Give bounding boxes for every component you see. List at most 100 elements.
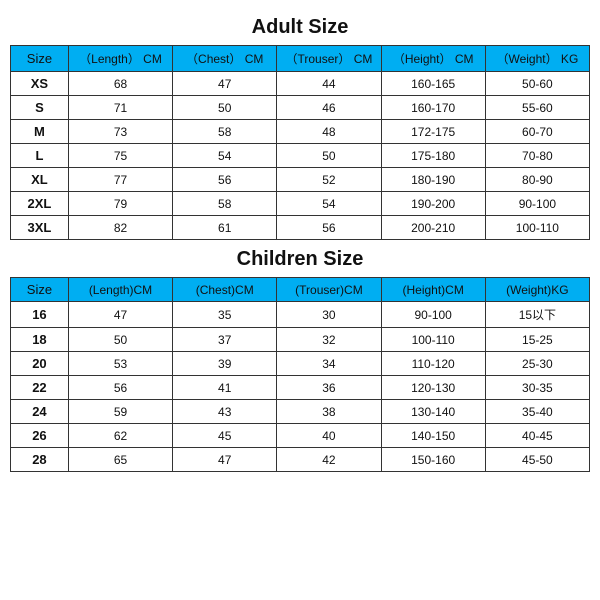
children-size-cell: 18 — [11, 328, 69, 352]
adult-col-height: （Height） CM — [381, 46, 485, 72]
adult-size-cell: XL — [11, 168, 69, 192]
children-size-cell: 22 — [11, 376, 69, 400]
adult-height-cell: 160-165 — [381, 72, 485, 96]
children-col-weight: (Weight)KG — [485, 278, 589, 302]
size-chart-page: Adult Size Size （Length） CM （Chest） CM （… — [0, 0, 600, 600]
table-row: XS 68 47 44 160-165 50-60 — [11, 72, 590, 96]
children-size-cell: 26 — [11, 424, 69, 448]
adult-height-cell: 190-200 — [381, 192, 485, 216]
children-trouser-cell: 40 — [277, 424, 381, 448]
children-col-height: (Height)CM — [381, 278, 485, 302]
table-row: 20 53 39 34 110-120 25-30 — [11, 352, 590, 376]
table-row: 24 59 43 38 130-140 35-40 — [11, 400, 590, 424]
adult-weight-cell: 100-110 — [485, 216, 589, 240]
adult-height-cell: 200-210 — [381, 216, 485, 240]
adult-chest-cell: 54 — [173, 144, 277, 168]
table-row: 26 62 45 40 140-150 40-45 — [11, 424, 590, 448]
table-row: 3XL 82 61 56 200-210 100-110 — [11, 216, 590, 240]
adult-chest-cell: 47 — [173, 72, 277, 96]
adult-length-cell: 77 — [68, 168, 172, 192]
children-trouser-cell: 42 — [277, 448, 381, 472]
adult-col-weight: （Weight） KG — [485, 46, 589, 72]
children-chest-cell: 39 — [173, 352, 277, 376]
children-chest-cell: 45 — [173, 424, 277, 448]
children-weight-cell: 15-25 — [485, 328, 589, 352]
children-col-chest: (Chest)CM — [173, 278, 277, 302]
adult-trouser-cell: 48 — [277, 120, 381, 144]
table-row: 16 47 35 30 90-100 15以下 — [11, 302, 590, 328]
children-chest-cell: 37 — [173, 328, 277, 352]
children-weight-cell: 25-30 — [485, 352, 589, 376]
adult-size-cell: 2XL — [11, 192, 69, 216]
adult-chest-cell: 50 — [173, 96, 277, 120]
adult-weight-cell: 80-90 — [485, 168, 589, 192]
adult-chest-cell: 58 — [173, 192, 277, 216]
adult-length-cell: 68 — [68, 72, 172, 96]
children-trouser-cell: 36 — [277, 376, 381, 400]
adult-size-cell: 3XL — [11, 216, 69, 240]
children-length-cell: 62 — [68, 424, 172, 448]
adult-weight-cell: 55-60 — [485, 96, 589, 120]
table-row: 28 65 47 42 150-160 45-50 — [11, 448, 590, 472]
children-length-cell: 53 — [68, 352, 172, 376]
children-length-cell: 65 — [68, 448, 172, 472]
children-size-cell: 24 — [11, 400, 69, 424]
adult-weight-cell: 60-70 — [485, 120, 589, 144]
table-row: M 73 58 48 172-175 60-70 — [11, 120, 590, 144]
adult-height-cell: 172-175 — [381, 120, 485, 144]
children-col-size: Size — [11, 278, 69, 302]
adult-length-cell: 71 — [68, 96, 172, 120]
adult-trouser-cell: 52 — [277, 168, 381, 192]
children-height-cell: 150-160 — [381, 448, 485, 472]
adult-trouser-cell: 54 — [277, 192, 381, 216]
children-chest-cell: 43 — [173, 400, 277, 424]
adult-col-chest: （Chest） CM — [173, 46, 277, 72]
children-size-table: Size (Length)CM (Chest)CM (Trouser)CM (H… — [10, 277, 590, 472]
adult-length-cell: 82 — [68, 216, 172, 240]
adult-length-cell: 75 — [68, 144, 172, 168]
adult-size-cell: M — [11, 120, 69, 144]
children-chest-cell: 35 — [173, 302, 277, 328]
children-size-cell: 16 — [11, 302, 69, 328]
adult-trouser-cell: 50 — [277, 144, 381, 168]
table-row: XL 77 56 52 180-190 80-90 — [11, 168, 590, 192]
adult-table-header-row: Size （Length） CM （Chest） CM （Trouser） CM… — [11, 46, 590, 72]
table-row: S 71 50 46 160-170 55-60 — [11, 96, 590, 120]
adult-height-cell: 160-170 — [381, 96, 485, 120]
children-length-cell: 59 — [68, 400, 172, 424]
adult-col-length: （Length） CM — [68, 46, 172, 72]
table-row: L 75 54 50 175-180 70-80 — [11, 144, 590, 168]
children-size-cell: 28 — [11, 448, 69, 472]
adult-size-cell: L — [11, 144, 69, 168]
adult-chest-cell: 58 — [173, 120, 277, 144]
children-chest-cell: 41 — [173, 376, 277, 400]
children-height-cell: 120-130 — [381, 376, 485, 400]
adult-weight-cell: 70-80 — [485, 144, 589, 168]
children-col-trouser: (Trouser)CM — [277, 278, 381, 302]
children-trouser-cell: 30 — [277, 302, 381, 328]
adult-size-title: Adult Size — [10, 16, 590, 39]
table-row: 22 56 41 36 120-130 30-35 — [11, 376, 590, 400]
children-trouser-cell: 34 — [277, 352, 381, 376]
adult-col-trouser: （Trouser） CM — [277, 46, 381, 72]
children-weight-cell: 30-35 — [485, 376, 589, 400]
adult-trouser-cell: 56 — [277, 216, 381, 240]
children-height-cell: 140-150 — [381, 424, 485, 448]
adult-trouser-cell: 44 — [277, 72, 381, 96]
children-col-length: (Length)CM — [68, 278, 172, 302]
children-size-cell: 20 — [11, 352, 69, 376]
adult-size-cell: XS — [11, 72, 69, 96]
children-chest-cell: 47 — [173, 448, 277, 472]
adult-size-table: Size （Length） CM （Chest） CM （Trouser） CM… — [10, 45, 590, 240]
table-row: 2XL 79 58 54 190-200 90-100 — [11, 192, 590, 216]
children-size-title: Children Size — [10, 248, 590, 271]
children-weight-cell: 40-45 — [485, 424, 589, 448]
children-table-header-row: Size (Length)CM (Chest)CM (Trouser)CM (H… — [11, 278, 590, 302]
adult-size-cell: S — [11, 96, 69, 120]
children-weight-cell: 35-40 — [485, 400, 589, 424]
children-weight-cell: 45-50 — [485, 448, 589, 472]
children-height-cell: 100-110 — [381, 328, 485, 352]
adult-chest-cell: 61 — [173, 216, 277, 240]
children-height-cell: 110-120 — [381, 352, 485, 376]
adult-weight-cell: 50-60 — [485, 72, 589, 96]
